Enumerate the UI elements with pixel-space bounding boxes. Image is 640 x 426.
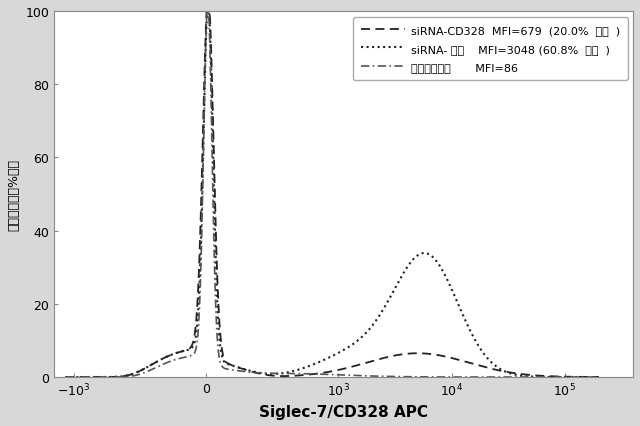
Line: アイソタイプ       MFI=86: アイソタイプ MFI=86 [65,12,599,377]
Y-axis label: 最大に対する%割合: 最大に対する%割合 [7,158,20,230]
siRNA- 対照    MFI=3048 (60.8%  陽性  ) [61,374,69,380]
siRNA- 対照    MFI=3048 (60.8%  陽性  ) [574,374,582,380]
Line: siRNA-CD328  MFI=679  (20.0%  陽性  ): siRNA-CD328 MFI=679 (20.0% 陽性 ) [65,12,599,377]
アイソタイプ       MFI=86 [203,9,211,14]
Legend: siRNA-CD328  MFI=679  (20.0%  陽性  ), siRNA- 対照    MFI=3048 (60.8%  陽性  ), アイソタイプ: siRNA-CD328 MFI=679 (20.0% 陽性 ), siRNA- … [353,17,627,81]
siRNA-CD328  MFI=679  (20.0%  陽性  ) [285,374,292,379]
アイソタイプ       MFI=86 [326,372,334,377]
アイソタイプ       MFI=86 [251,370,259,375]
siRNA-CD328  MFI=679  (20.0%  陽性  ) [558,374,566,379]
アイソタイプ       MFI=86 [61,374,69,380]
siRNA- 対照    MFI=3048 (60.8%  陽性  ) [251,369,259,374]
siRNA-CD328  MFI=679  (20.0%  陽性  ) [61,374,69,380]
siRNA-CD328  MFI=679  (20.0%  陽性  ) [574,374,582,380]
siRNA-CD328  MFI=679  (20.0%  陽性  ) [203,9,211,14]
X-axis label: Siglec-7/CD328 APC: Siglec-7/CD328 APC [259,404,428,419]
siRNA- 対照    MFI=3048 (60.8%  陽性  ) [558,374,566,380]
siRNA-CD328  MFI=679  (20.0%  陽性  ) [251,370,259,375]
siRNA- 対照    MFI=3048 (60.8%  陽性  ) [595,374,603,380]
siRNA- 対照    MFI=3048 (60.8%  陽性  ) [285,370,292,375]
アイソタイプ       MFI=86 [595,374,603,380]
siRNA-CD328  MFI=679  (20.0%  陽性  ) [595,374,603,380]
siRNA- 対照    MFI=3048 (60.8%  陽性  ) [326,354,334,360]
アイソタイプ       MFI=86 [285,371,292,376]
siRNA- 対照    MFI=3048 (60.8%  陽性  ) [204,9,211,14]
アイソタイプ       MFI=86 [558,374,566,380]
siRNA-CD328  MFI=679  (20.0%  陽性  ) [257,371,265,377]
siRNA- 対照    MFI=3048 (60.8%  陽性  ) [257,371,265,376]
アイソタイプ       MFI=86 [574,374,582,380]
Line: siRNA- 対照    MFI=3048 (60.8%  陽性  ): siRNA- 対照 MFI=3048 (60.8% 陽性 ) [65,12,599,377]
アイソタイプ       MFI=86 [257,371,265,376]
siRNA-CD328  MFI=679  (20.0%  陽性  ) [326,369,334,374]
